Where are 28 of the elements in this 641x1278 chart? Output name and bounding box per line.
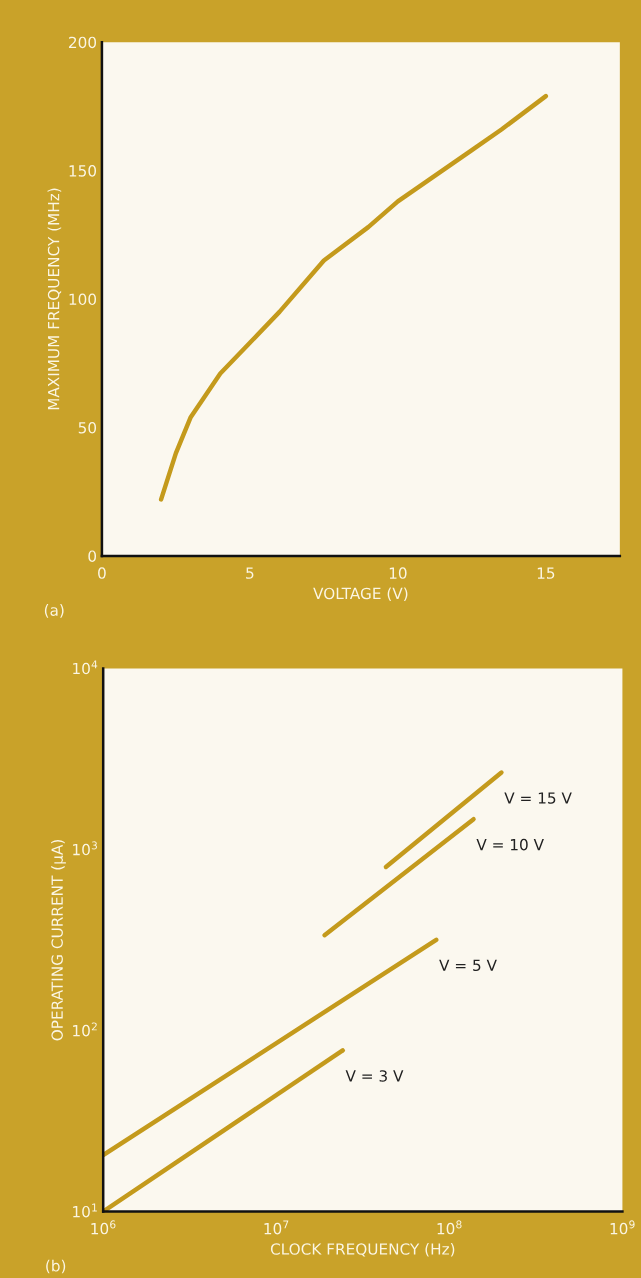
y-tick-label: 10$^{2}$ — [73, 1022, 97, 1037]
x-tick-label: 15 — [537, 567, 555, 579]
x-tick-label: 0 — [98, 567, 106, 579]
y-tick-label: 10$^{3}$ — [73, 841, 97, 856]
x-tick-label: 5 — [246, 567, 254, 579]
text: (a) — [44, 604, 64, 618]
x-axis-title: CLOCK FREQUENCY (Hz) — [270, 1243, 455, 1257]
y-tick-label: 100 — [69, 293, 97, 306]
y-tick-label: 150 — [69, 165, 97, 177]
y-tick-label: 10$^{4}$ — [73, 660, 98, 675]
series-label: V = 10 V — [476, 838, 544, 851]
x-tick-label: 10$^{7}$ — [264, 1220, 289, 1235]
y-axis-title: OPERATING CURRENT (μA) — [51, 840, 66, 1041]
series-label: V = 5 V — [439, 959, 497, 972]
x-tick-label: 10$^{6}$ — [91, 1220, 116, 1235]
y-tick-label: 200 — [69, 36, 97, 49]
series-label: V = 3 V — [345, 1070, 404, 1082]
series-label: V = 15 V — [504, 792, 572, 804]
x-tick-label: 10 — [389, 567, 407, 579]
y-tick-label: 50 — [78, 421, 97, 434]
x-tick-label: 10$^{8}$ — [437, 1220, 462, 1235]
x-axis-title: VOLTAGE (V) — [313, 587, 408, 602]
text: (b) — [46, 1259, 66, 1274]
y-tick-label: 10$^{1}$ — [73, 1203, 97, 1218]
x-tick-label: 10$^{9}$ — [610, 1220, 635, 1235]
line-series — [158, 93, 549, 502]
y-axis-title: MAXIMUM FREQUENCY (MHz) — [47, 188, 62, 410]
y-tick-label: 0 — [88, 550, 97, 562]
